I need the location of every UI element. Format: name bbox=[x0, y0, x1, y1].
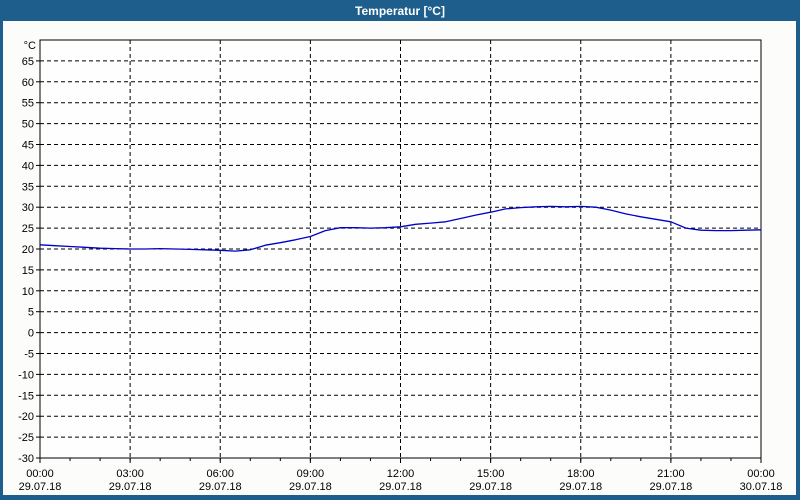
y-axis-label: 15 bbox=[22, 265, 34, 277]
y-axis-label: 25 bbox=[22, 223, 34, 235]
window-title: Temperatur [°C] bbox=[355, 3, 445, 18]
y-axis-label: 30 bbox=[22, 202, 34, 214]
window-titlebar[interactable]: Temperatur [°C] bbox=[0, 0, 800, 21]
y-axis-label: 60 bbox=[22, 77, 34, 89]
x-axis-date-label: 29.07.18 bbox=[379, 481, 422, 493]
y-axis-label: -5 bbox=[24, 349, 34, 361]
y-axis-label: -10 bbox=[18, 369, 34, 381]
x-axis-time-label: 00:00 bbox=[747, 468, 775, 480]
temperature-series-line bbox=[39, 205, 762, 252]
y-axis-label: -20 bbox=[18, 411, 34, 423]
x-axis-date-label: 29.07.18 bbox=[19, 481, 62, 493]
y-axis-label: 50 bbox=[22, 119, 34, 131]
y-axis-label: -30 bbox=[18, 453, 34, 465]
x-axis-time-label: 09:00 bbox=[297, 468, 325, 480]
x-axis-date-label: 29.07.18 bbox=[109, 481, 152, 493]
y-axis-label: 55 bbox=[22, 98, 34, 110]
y-axis-label: -15 bbox=[18, 390, 34, 402]
y-axis-label: 10 bbox=[22, 286, 34, 298]
y-axis-label: -25 bbox=[18, 432, 34, 444]
x-axis-date-label: 29.07.18 bbox=[289, 481, 332, 493]
x-axis-time-label: 03:00 bbox=[116, 468, 144, 480]
y-axis-label: 65 bbox=[22, 56, 34, 68]
x-axis-time-label: 21:00 bbox=[657, 468, 685, 480]
x-axis-date-label: 29.07.18 bbox=[199, 481, 242, 493]
y-axis-label: 45 bbox=[22, 140, 34, 152]
y-axis-label: 5 bbox=[28, 307, 34, 319]
chart-area: 00:00 29.07.18 03:00 29.07.18 06:00 29.07.18 0… bbox=[3, 21, 796, 495]
x-axis-time-label: 15:00 bbox=[477, 468, 505, 480]
x-axis-time-label: 00:00 bbox=[26, 468, 54, 480]
x-axis-date-label: 29.07.18 bbox=[469, 481, 512, 493]
y-axis-label: 20 bbox=[22, 244, 34, 256]
x-axis-time-label: 06:00 bbox=[206, 468, 234, 480]
y-axis-label: 40 bbox=[22, 160, 34, 172]
y-axis-label: 35 bbox=[22, 181, 34, 193]
x-axis-date-label: 29.07.18 bbox=[649, 481, 692, 493]
x-axis-date-label: 30.07.18 bbox=[740, 481, 783, 493]
x-axis-time-label: 12:00 bbox=[387, 468, 415, 480]
y-axis-label: 0 bbox=[28, 328, 34, 340]
x-axis-time-label: 18:00 bbox=[567, 468, 595, 480]
y-axis-unit-label: °C bbox=[24, 40, 36, 52]
x-axis-date-label: 29.07.18 bbox=[559, 481, 602, 493]
temperature-chart: 00:0029.07.1803:0029.07.1806:0029.07.180… bbox=[18, 39, 783, 493]
